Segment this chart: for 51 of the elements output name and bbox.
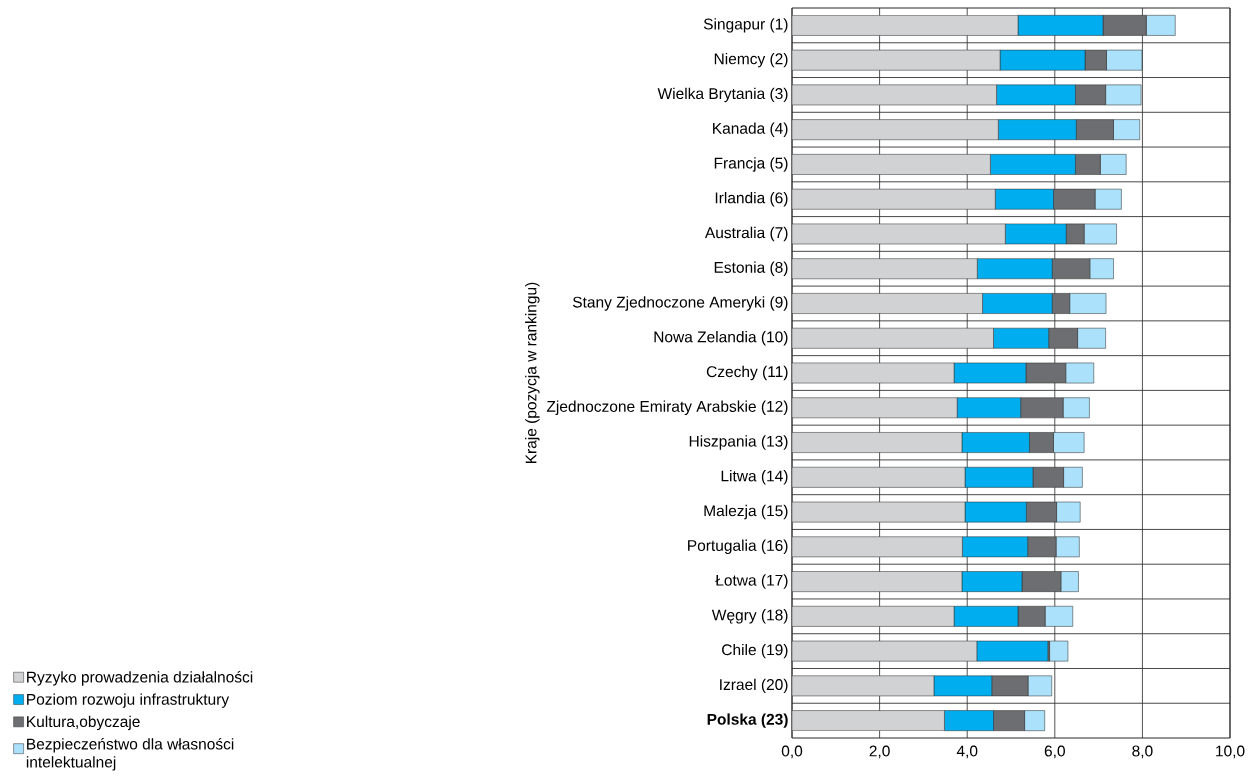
bar [792, 258, 978, 280]
bar [792, 606, 955, 627]
y-tick-label: Nowa Zelandia (10) [654, 331, 788, 346]
y-tick-label: Australia (7) [704, 226, 788, 242]
bar [792, 15, 1019, 36]
y-tick-label: Polska (23) [707, 713, 788, 728]
y-tick-label: Stany Zjednoczone Ameryki (9) [572, 296, 788, 311]
y-tick-label: Francja (5) [714, 157, 788, 172]
y-tick-label: Zjednoczone Emiraty Arabskie (12) [546, 400, 788, 415]
y-tick-label: Estonia (8) [714, 261, 788, 276]
x-tick-label: 6,0 [1044, 745, 1065, 759]
x-tick-label: 10,0 [1216, 745, 1245, 759]
y-tick-label: Malezja (15) [704, 504, 788, 520]
bar [792, 327, 994, 349]
bar [792, 119, 999, 140]
bar [792, 188, 996, 210]
y-tick-label: Łotwa (17) [715, 574, 788, 589]
legend-label: Poziom rozwoju infrastruktury [27, 693, 230, 708]
bar [792, 293, 983, 314]
x-tick-label: 4,0 [956, 745, 978, 759]
bar [792, 84, 997, 106]
legend-label: Ryzyko prowadzenia działalności [27, 671, 253, 686]
y-axis-title: Kraje (pozycja w rankingu) [525, 282, 540, 464]
bar [792, 571, 963, 592]
y-tick-label: Kanada (4) [713, 122, 788, 137]
legend-label: Kultura,obyczaje [27, 715, 140, 731]
y-tick-label: Hiszpania (13) [689, 435, 788, 450]
x-tick-label: 2,0 [869, 745, 890, 759]
y-tick-label: Izrael (20) [720, 678, 788, 694]
x-tick-label: 0,0 [781, 745, 803, 759]
y-tick-label: Wielka Brytania (3) [657, 87, 788, 103]
y-tick-label: Chile (19) [722, 643, 788, 659]
x-tick-label: 8,0 [1132, 745, 1153, 759]
y-tick-label: Irlandia (6) [715, 191, 788, 207]
bar [792, 466, 966, 488]
bar [792, 49, 1001, 71]
bar [792, 432, 963, 453]
y-tick-label: Portugalia (16) [688, 539, 788, 555]
y-tick-label: Niemcy (2) [714, 52, 788, 68]
bar [792, 397, 958, 419]
y-tick-label: Singapur (1) [703, 18, 788, 33]
y-tick-label: Czechy (11) [706, 365, 788, 381]
bar [792, 710, 945, 731]
legend-label: Bezpieczeństwo dla własności intelektualnej [26, 737, 234, 771]
y-tick-label: Węgry (18) [711, 609, 788, 624]
bar [1049, 640, 1069, 662]
bar [792, 154, 991, 175]
bar [792, 675, 935, 697]
bar [792, 536, 963, 558]
y-tick-label: Litwa (14) [721, 470, 788, 485]
bar [792, 640, 978, 662]
